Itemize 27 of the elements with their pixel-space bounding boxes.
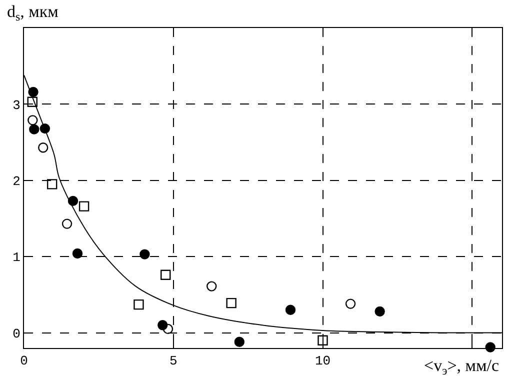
point [206, 281, 217, 292]
y-tick-label: 3 [12, 98, 20, 113]
point [46, 179, 58, 190]
point [72, 248, 83, 259]
x-tick-label: 5 [169, 354, 178, 369]
point [234, 336, 244, 347]
point [226, 298, 236, 308]
y-tick-label: 2 [12, 174, 20, 189]
y-axis-title: d$_{s}$, мкм [7, 2, 59, 24]
point [62, 218, 72, 229]
point [27, 96, 38, 107]
point [78, 201, 90, 212]
x-tick-label: 10 [314, 354, 331, 369]
x-axis-title: <v$_{э}$>, мм/с [424, 356, 500, 378]
point [140, 249, 150, 260]
point [29, 124, 40, 134]
point [318, 335, 328, 346]
point [285, 304, 296, 315]
point [374, 306, 385, 317]
point [38, 142, 48, 153]
y-tick-label: 1 [12, 250, 21, 266]
y-tick-label: 0 [12, 326, 20, 342]
point [68, 196, 78, 206]
point [28, 115, 38, 126]
point [160, 270, 171, 280]
point [345, 298, 356, 309]
point [134, 299, 144, 310]
